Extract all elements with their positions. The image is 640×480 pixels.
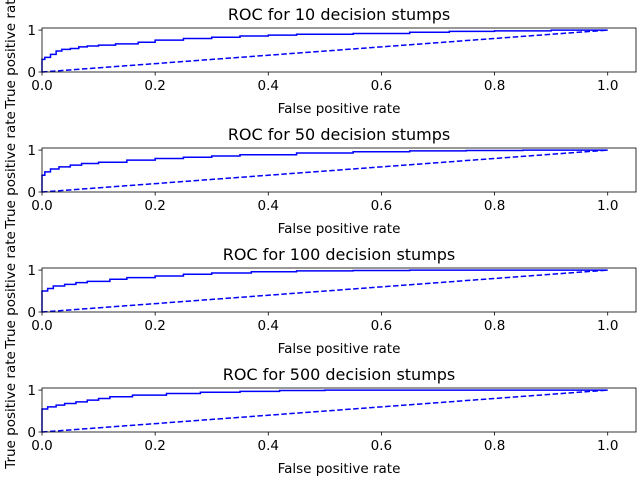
- chart-title: ROC for 10 decision stumps: [228, 5, 450, 24]
- roc-curve-line: [41, 149, 608, 192]
- chance-diagonal-line: [41, 149, 608, 193]
- chance-diagonal-line: [41, 269, 608, 313]
- roc-panel-2: ROC for 50 decision stumps 0.0 0.2 0.4 0.6 0.…: [3, 111, 637, 237]
- roc-panel-3: ROC for 100 decision stumps 0.0 0.2 0.4 0.6 0…: [3, 231, 637, 357]
- y-tick-label: 1: [27, 263, 36, 279]
- y-axis-label: True positive rate: [3, 0, 19, 110]
- x-axis-label: False positive rate: [278, 341, 401, 357]
- x-tick-label: 0.4: [258, 438, 279, 454]
- x-tick-label: 0.8: [484, 78, 505, 94]
- axes-frame: [41, 267, 637, 313]
- x-tick-label: 0.6: [371, 198, 392, 214]
- y-tick-label: 0: [27, 305, 36, 321]
- x-tick-label: 0.8: [484, 438, 505, 454]
- chart-title: ROC for 500 decision stumps: [223, 365, 456, 384]
- y-tick-label: 0: [27, 65, 36, 81]
- roc-curve-line: [41, 389, 608, 432]
- x-tick-label: 1.0: [597, 438, 618, 454]
- y-tick-label: 1: [27, 383, 36, 399]
- x-tick-label: 0.0: [31, 198, 52, 214]
- roc-panel-1: ROC for 10 decision stumps 0.0 0.2 0.4 0.6 0.…: [3, 0, 637, 117]
- x-tick-label: 0.6: [371, 438, 392, 454]
- chart-title: ROC for 50 decision stumps: [228, 125, 450, 144]
- x-tick-label: 0.4: [258, 78, 279, 94]
- axes-frame: [41, 147, 637, 193]
- x-tick-label: 0.6: [371, 78, 392, 94]
- x-tick-label: 0.2: [144, 438, 165, 454]
- x-tick-label: 0.6: [371, 318, 392, 334]
- axes-frame: [41, 27, 637, 73]
- x-tick-label: 0.0: [31, 318, 52, 334]
- x-tick-label: 1.0: [597, 318, 618, 334]
- y-tick-label: 0: [27, 185, 36, 201]
- y-axis-label: True positive rate: [3, 351, 19, 470]
- x-tick-label: 0.8: [484, 198, 505, 214]
- x-tick-label: 0.0: [31, 438, 52, 454]
- axes-frame: [41, 387, 637, 433]
- y-axis-label: True positive rate: [3, 231, 19, 350]
- x-tick-label: 0.2: [144, 78, 165, 94]
- roc-curve-line: [41, 269, 608, 312]
- roc-curve-line: [41, 29, 608, 72]
- x-tick-label: 0.2: [144, 198, 165, 214]
- y-tick-label: 1: [27, 143, 36, 159]
- chance-diagonal-line: [41, 29, 608, 73]
- x-axis-label: False positive rate: [278, 101, 401, 117]
- roc-panel-4: ROC for 500 decision stumps 0.0 0.2 0.4 0.6 0…: [3, 351, 637, 477]
- x-tick-label: 0.0: [31, 78, 52, 94]
- x-axis-label: False positive rate: [278, 221, 401, 237]
- x-tick-label: 1.0: [597, 78, 618, 94]
- y-tick-label: 1: [27, 23, 36, 39]
- y-tick-label: 0: [27, 425, 36, 441]
- x-tick-label: 1.0: [597, 198, 618, 214]
- x-axis-label: False positive rate: [278, 461, 401, 477]
- x-tick-label: 0.4: [258, 318, 279, 334]
- x-tick-label: 0.4: [258, 198, 279, 214]
- y-axis-label: True positive rate: [3, 111, 19, 230]
- chart-title: ROC for 100 decision stumps: [223, 245, 456, 264]
- chance-diagonal-line: [41, 389, 608, 433]
- x-tick-label: 0.2: [144, 318, 165, 334]
- x-tick-label: 0.8: [484, 318, 505, 334]
